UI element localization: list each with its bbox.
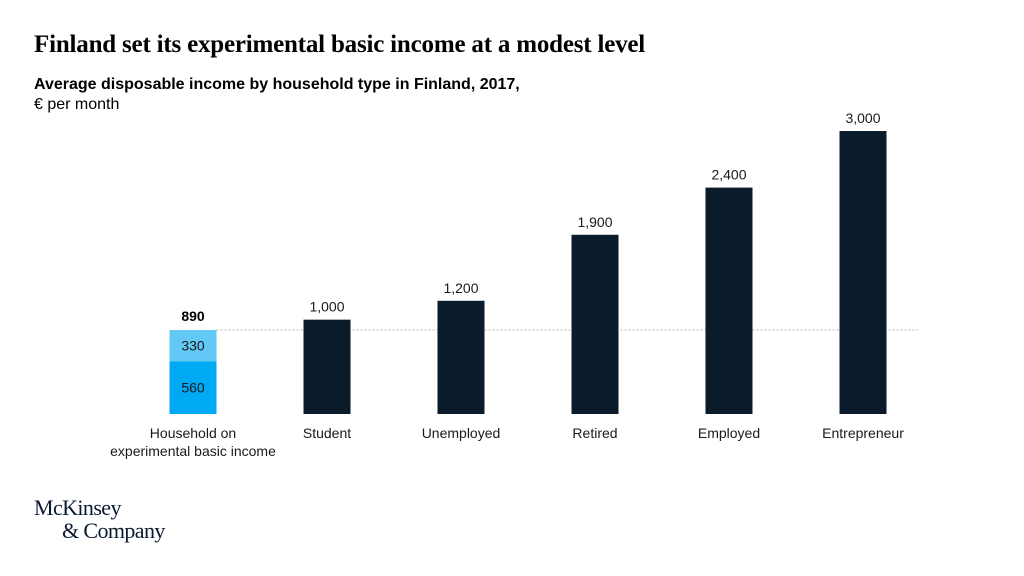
segment-label-330: 330 bbox=[181, 338, 205, 354]
stack-segment-330 bbox=[169, 330, 217, 362]
bar-value-label: 2,400 bbox=[711, 167, 746, 183]
category-label: Unemployed bbox=[422, 425, 501, 441]
category-label: Employed bbox=[698, 425, 760, 441]
bar bbox=[839, 131, 887, 414]
bar bbox=[571, 234, 619, 414]
bar-value-label: 1,200 bbox=[443, 280, 478, 296]
stack-segment-560 bbox=[169, 361, 217, 414]
bar-value-label: 3,000 bbox=[845, 110, 880, 126]
mckinsey-logo: McKinsey & Company bbox=[34, 496, 165, 542]
chart-subtitle: Average disposable income by household t… bbox=[34, 76, 520, 93]
chart-title: Finland set its experimental basic incom… bbox=[34, 31, 646, 58]
bar-value-label: 1,900 bbox=[577, 214, 612, 230]
category-label: Entrepreneur bbox=[822, 425, 904, 441]
category-label: Student bbox=[303, 425, 351, 441]
bar-value-label: 890 bbox=[181, 308, 205, 324]
bar-value-label: 1,000 bbox=[309, 299, 344, 315]
category-label: Retired bbox=[572, 425, 617, 441]
bar bbox=[303, 319, 351, 414]
category-label: Household on bbox=[150, 425, 236, 441]
bar bbox=[437, 300, 485, 414]
chart-unit: € per month bbox=[34, 96, 120, 113]
logo-line-2: & Company bbox=[62, 518, 165, 543]
logo-line-1: McKinsey bbox=[34, 495, 121, 520]
category-label: experimental basic income bbox=[110, 443, 276, 459]
segment-label-560: 560 bbox=[181, 380, 205, 396]
bar bbox=[705, 187, 753, 414]
